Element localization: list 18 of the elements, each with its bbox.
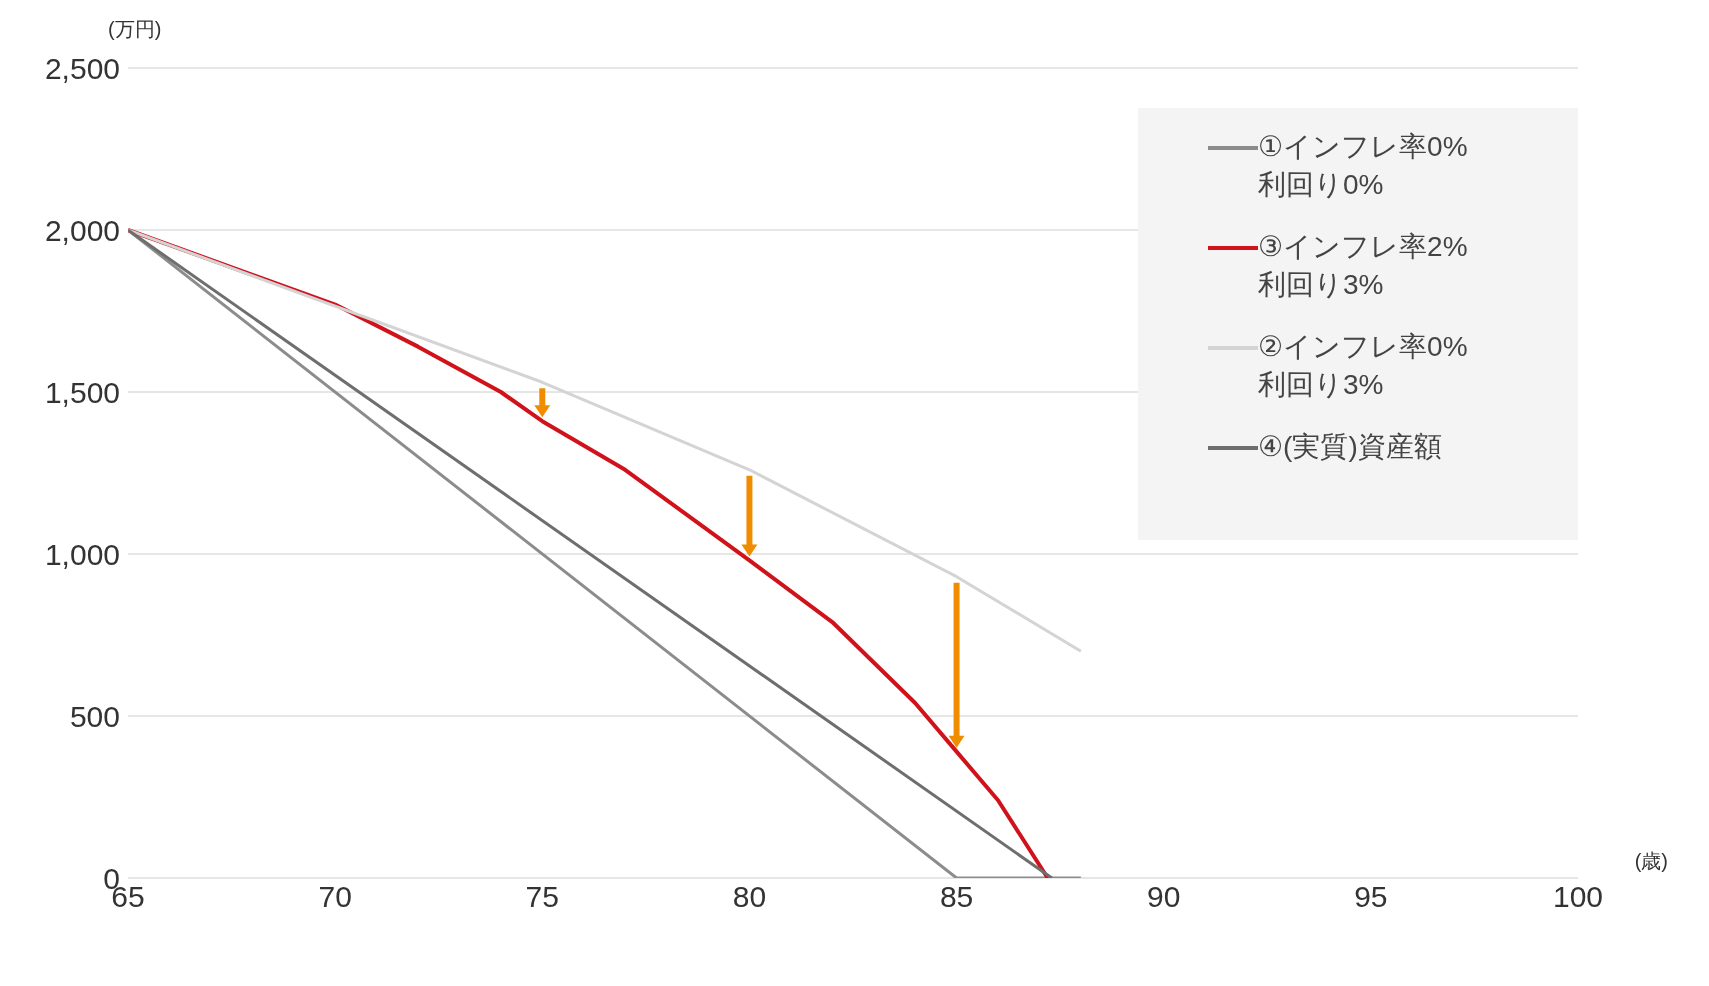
x-tick-label: 100 bbox=[1552, 880, 1604, 914]
y-tick-label: 2,500 bbox=[44, 51, 120, 85]
y-tick-label: 1,500 bbox=[44, 375, 120, 409]
y-tick-label: 500 bbox=[69, 699, 120, 733]
x-tick-label: 80 bbox=[732, 880, 767, 914]
legend-label: ②インフレ率0% 利回り3% bbox=[1258, 330, 1469, 402]
y-tick-label: 2,000 bbox=[44, 213, 120, 247]
x-tick-label: 75 bbox=[525, 880, 559, 914]
x-axis-title: (歳) bbox=[1634, 849, 1668, 874]
y-tick-label: 1,000 bbox=[44, 537, 120, 571]
legend-label: ①インフレ率0% 利回り0% bbox=[1258, 130, 1469, 202]
x-tick-label: 70 bbox=[318, 880, 352, 914]
x-tick-label: 95 bbox=[1354, 880, 1388, 914]
legend-label: ③インフレ率2% 利回り3% bbox=[1258, 230, 1469, 302]
y-axis-title: (万円) bbox=[108, 17, 162, 42]
legend-label: ④(実質)資産額 bbox=[1258, 430, 1443, 464]
x-tick-label: 90 bbox=[1147, 880, 1181, 914]
x-tick-label: 85 bbox=[939, 880, 974, 914]
